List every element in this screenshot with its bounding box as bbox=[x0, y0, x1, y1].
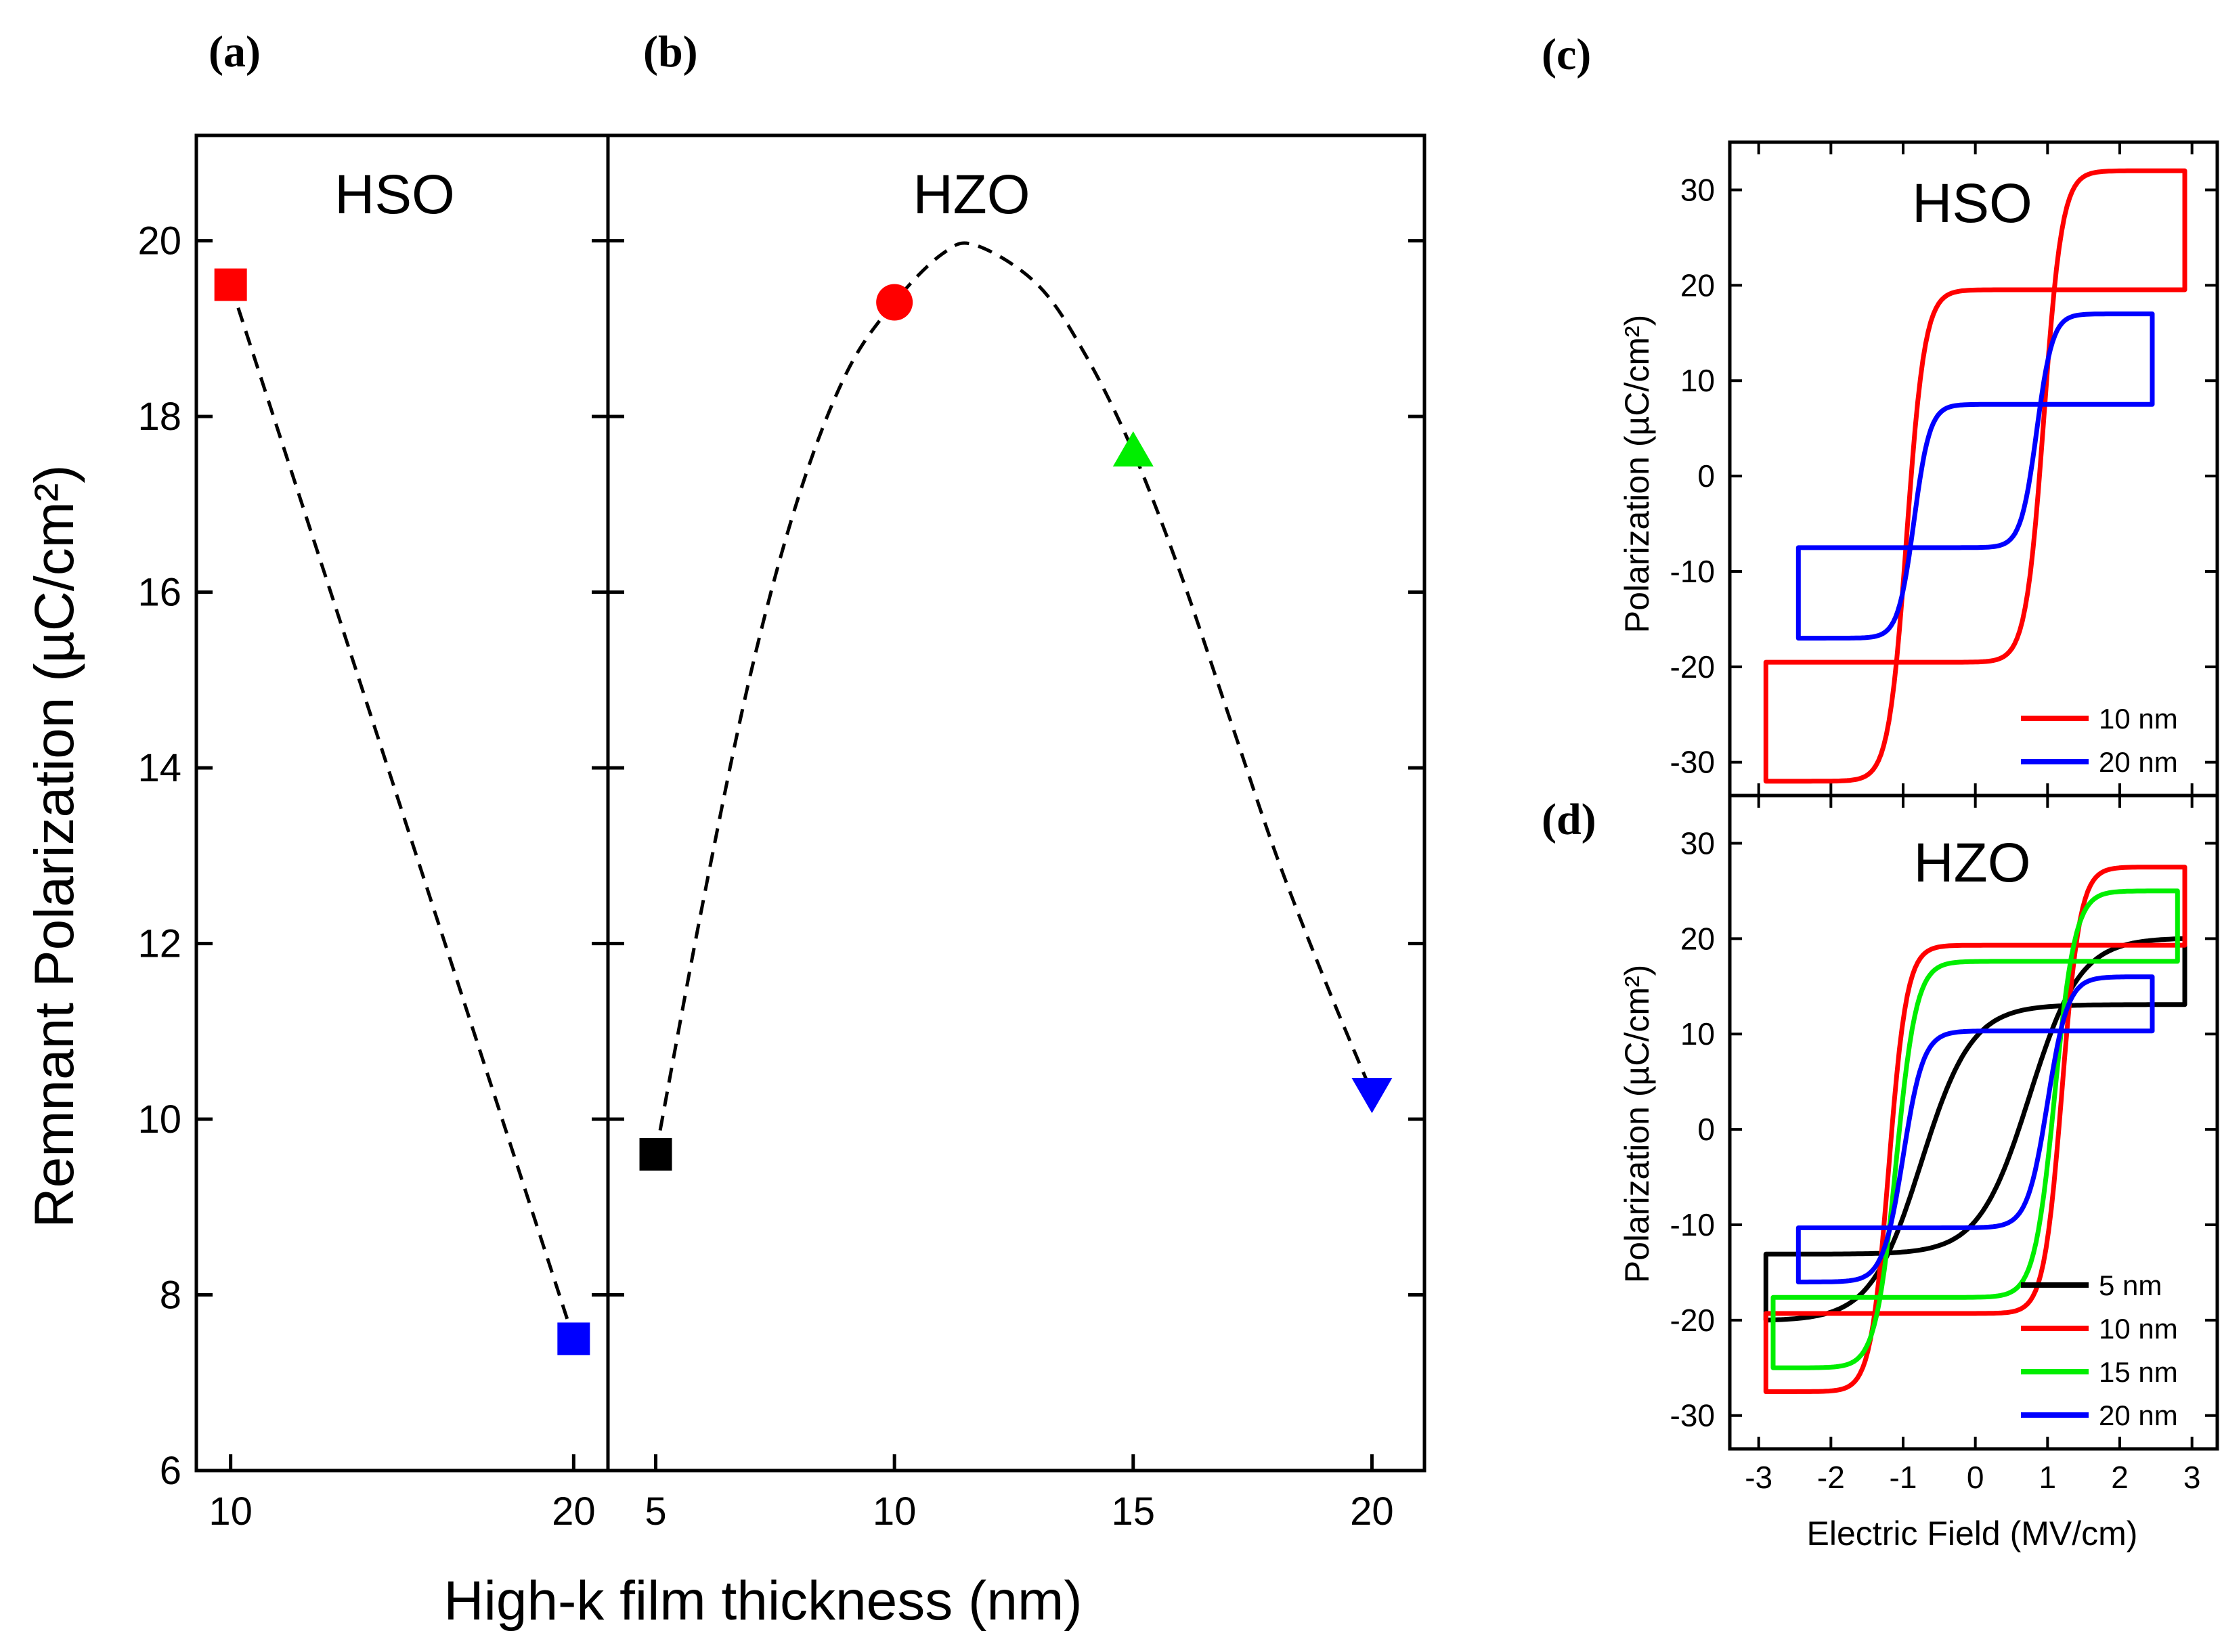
panel-label-d: (d) bbox=[1542, 795, 1596, 844]
x-tick-label: 2 bbox=[2111, 1460, 2129, 1495]
shared-xlabel: High-k film thickness (nm) bbox=[443, 1570, 1082, 1632]
y-tick-label: 20 bbox=[1680, 267, 1715, 303]
y-tick-label: 20 bbox=[137, 219, 181, 263]
data-point-square bbox=[214, 268, 247, 301]
hysteresis-loop bbox=[1763, 865, 2187, 1394]
panel-b-markers bbox=[639, 284, 1393, 1171]
panel-a-x-tick-label: 10 bbox=[209, 1490, 253, 1534]
x-tick-label: -1 bbox=[1890, 1460, 1917, 1495]
panels-ab-ticks: 6 8 10 12 14 16 18 20 10 20 5 10 15 20 bbox=[137, 219, 1424, 1534]
hysteresis-loop bbox=[1763, 168, 2187, 784]
legend-label: 15 nm bbox=[2099, 1356, 2178, 1388]
y-tick-label: -10 bbox=[1670, 554, 1715, 589]
panel-d-frame bbox=[1728, 794, 2219, 1451]
data-point-square bbox=[557, 1322, 590, 1355]
y-tick-label: 0 bbox=[1697, 1112, 1715, 1147]
panel-a-fit-curve bbox=[229, 284, 575, 1340]
panel-a-title: HSO bbox=[334, 164, 455, 225]
data-point-square bbox=[639, 1137, 672, 1171]
panel-label-c: (c) bbox=[1542, 30, 1591, 79]
legend-label: 20 nm bbox=[2099, 746, 2178, 778]
panel-a-ylabel: Remnant Polarization (µC/cm²) bbox=[24, 464, 85, 1227]
hysteresis-loop bbox=[1763, 936, 2187, 1323]
legend-label: 10 nm bbox=[2099, 703, 2178, 735]
panel-d-legend: 5 nm 10 nm 15 nm 20 nm bbox=[2021, 1269, 2178, 1431]
panel-d-xlabel: Electric Field (MV/cm) bbox=[1807, 1515, 2138, 1552]
data-point-triangle-up bbox=[1112, 431, 1154, 467]
y-tick-label: -30 bbox=[1670, 745, 1715, 780]
panel-d-ylabel: Polarization (µC/cm²) bbox=[1618, 965, 1656, 1284]
panel-c-ylabel: Polarization (µC/cm²) bbox=[1618, 315, 1656, 634]
panel-b-x-tick-label: 20 bbox=[1350, 1490, 1394, 1534]
y-tick-label: -20 bbox=[1670, 649, 1715, 684]
panel-label-a: (a) bbox=[209, 27, 261, 77]
hysteresis-loop bbox=[1795, 974, 2155, 1284]
hysteresis-loop bbox=[1770, 888, 2180, 1370]
y-tick-label: 20 bbox=[1680, 921, 1715, 956]
y-tick-label: 30 bbox=[1680, 172, 1715, 207]
y-tick-label: 12 bbox=[137, 922, 181, 966]
y-tick-label: 0 bbox=[1697, 458, 1715, 494]
y-tick-label: 10 bbox=[1680, 1016, 1715, 1051]
panel-d-loops bbox=[1763, 865, 2187, 1394]
y-tick-label: 6 bbox=[160, 1449, 181, 1493]
y-tick-label: -30 bbox=[1670, 1398, 1715, 1433]
hysteresis-loop bbox=[1795, 311, 2155, 641]
panel-b-fit-curve bbox=[654, 241, 1374, 1155]
panel-c-legend: 10 nm 20 nm bbox=[2021, 703, 2178, 778]
panel-c-loops bbox=[1763, 168, 2187, 784]
panel-b-title: HZO bbox=[913, 164, 1030, 225]
y-tick-label: -20 bbox=[1670, 1303, 1715, 1338]
y-tick-label: 16 bbox=[137, 571, 181, 615]
x-tick-label: 1 bbox=[2039, 1460, 2057, 1495]
panel-a-curve bbox=[229, 284, 575, 1340]
legend-label: 20 nm bbox=[2099, 1399, 2178, 1431]
legend-label: 10 nm bbox=[2099, 1313, 2178, 1345]
y-tick-label: 30 bbox=[1680, 825, 1715, 861]
x-tick-label: 0 bbox=[1967, 1460, 1984, 1495]
y-tick-label: -10 bbox=[1670, 1207, 1715, 1242]
y-tick-label: 18 bbox=[137, 395, 181, 439]
panels-ab-frame bbox=[194, 133, 1426, 1473]
panel-c-ticks: -30 -20 -10 0 10 20 30 bbox=[1670, 142, 2217, 796]
panel-b-curve bbox=[654, 241, 1374, 1155]
panel-d-title: HZO bbox=[1913, 832, 2030, 894]
x-tick-label: -2 bbox=[1817, 1460, 1845, 1495]
y-tick-label: 10 bbox=[1680, 363, 1715, 398]
data-point-triangle-down bbox=[1351, 1078, 1393, 1114]
panel-b-x-tick-label: 15 bbox=[1112, 1490, 1156, 1534]
panel-c-title: HSO bbox=[1912, 173, 2032, 234]
panel-label-b: (b) bbox=[643, 27, 698, 77]
x-tick-label: 3 bbox=[2183, 1460, 2201, 1495]
y-tick-label: 8 bbox=[160, 1274, 181, 1318]
x-tick-label: -3 bbox=[1745, 1460, 1772, 1495]
panel-a-markers bbox=[214, 268, 590, 1355]
legend-label: 5 nm bbox=[2099, 1269, 2162, 1301]
y-tick-label: 10 bbox=[137, 1097, 181, 1142]
panel-b-x-tick-label: 5 bbox=[645, 1490, 666, 1534]
panel-c-frame bbox=[1728, 140, 2219, 798]
panel-b-x-tick-label: 10 bbox=[873, 1490, 917, 1534]
data-point-circle bbox=[876, 284, 913, 321]
y-tick-label: 14 bbox=[137, 746, 181, 790]
panel-a-x-tick-label: 20 bbox=[552, 1490, 596, 1534]
